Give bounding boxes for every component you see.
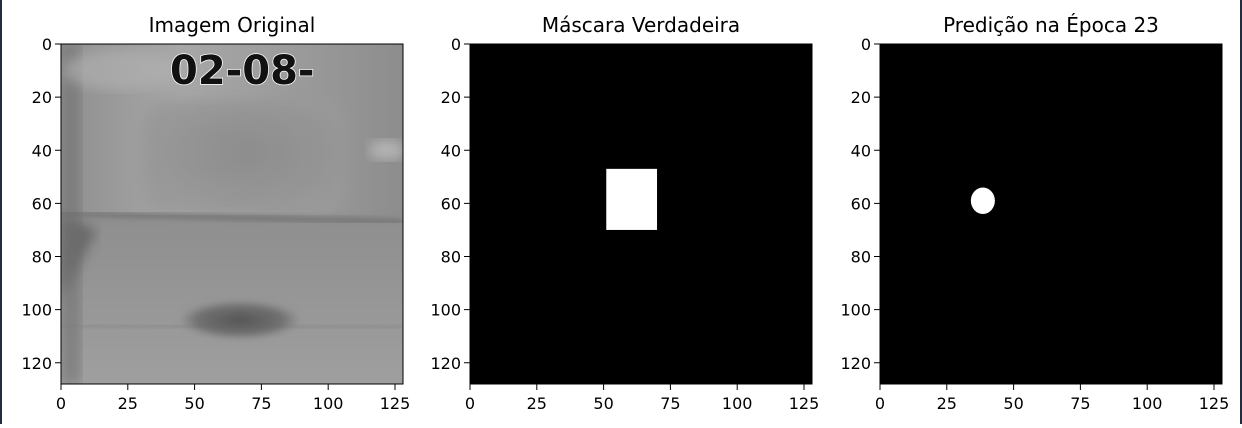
x-tick-label: 75 [660, 394, 680, 413]
x-tick-label: 0 [465, 394, 475, 413]
axis-ticks: 0 25 50 75 100 125 0 20 40 60 80 100 120 [21, 35, 410, 413]
y-tick-label: 20 [32, 88, 52, 107]
axes-frame [879, 43, 1223, 385]
x-tick-label: 100 [722, 394, 753, 413]
x-tick-label: 75 [251, 394, 271, 413]
x-tick-label: 125 [380, 394, 411, 413]
x-tick-label: 100 [313, 394, 344, 413]
y-tick-label: 60 [32, 194, 52, 213]
y-tick-label: 120 [840, 354, 871, 373]
panel-prediction: Predição na Época 23 0 25 50 75 100 125 0 20 40 6… [840, 13, 1229, 413]
x-tick-label: 50 [184, 394, 204, 413]
y-tick-label: 100 [430, 301, 461, 320]
y-tick-label: 120 [430, 354, 461, 373]
x-tick-label: 75 [1070, 394, 1090, 413]
y-tick-label: 80 [851, 248, 871, 267]
x-tick-label: 0 [875, 394, 885, 413]
y-tick-label: 60 [441, 194, 461, 213]
y-tick-label: 100 [840, 301, 871, 320]
x-tick-label: 25 [118, 394, 138, 413]
x-tick-label: 100 [1132, 394, 1163, 413]
y-tick-label: 20 [851, 88, 871, 107]
x-tick-label: 125 [789, 394, 820, 413]
axes-frame [60, 43, 404, 385]
y-tick-label: 100 [21, 301, 52, 320]
y-tick-label: 40 [441, 141, 461, 160]
y-tick-label: 0 [861, 35, 871, 54]
x-tick-label: 25 [527, 394, 547, 413]
panel-title: Predição na Época 23 [943, 13, 1159, 37]
y-tick-label: 120 [21, 354, 52, 373]
panel-true-mask: Máscara Verdadeira 0 25 50 75 100 125 0 20 40 60 8… [430, 13, 819, 413]
x-tick-label: 50 [593, 394, 613, 413]
y-tick-label: 40 [851, 141, 871, 160]
panel-title: Máscara Verdadeira [542, 13, 740, 37]
y-tick-label: 0 [451, 35, 461, 54]
axes-frame [469, 43, 813, 385]
y-tick-label: 20 [441, 88, 461, 107]
panel-original-image: 02-08- Imagem Original 0 25 50 75 100 125 0 20 4… [21, 13, 410, 413]
x-tick-label: 50 [1003, 394, 1023, 413]
mask-regions [970, 187, 995, 214]
mask-region [606, 168, 658, 230]
y-tick-label: 40 [32, 141, 52, 160]
x-tick-label: 125 [1199, 394, 1230, 413]
x-tick-label: 25 [937, 394, 957, 413]
panel-title: Imagem Original [149, 13, 316, 37]
mask-background [880, 44, 1222, 384]
axis-ticks: 0 25 50 75 100 125 0 20 40 60 80 100 120 [840, 35, 1229, 413]
mask-regions [606, 168, 658, 230]
y-tick-label: 60 [851, 194, 871, 213]
original-image: 02-08- [61, 44, 403, 384]
y-tick-label: 0 [42, 35, 52, 54]
axis-ticks: 0 25 50 75 100 125 0 20 40 60 80 100 120 [430, 35, 819, 413]
image-overlay-timestamp: 02-08- [170, 48, 315, 94]
x-tick-label: 0 [56, 394, 66, 413]
predicted-region [970, 187, 995, 214]
y-tick-label: 80 [441, 248, 461, 267]
y-tick-label: 80 [32, 248, 52, 267]
